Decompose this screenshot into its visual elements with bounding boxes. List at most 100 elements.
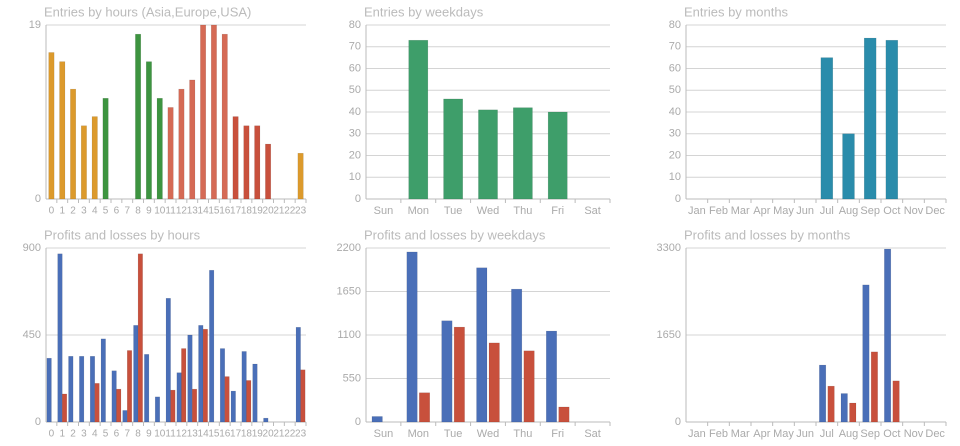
- y-tick-label: 0: [355, 416, 361, 428]
- bar: [842, 133, 855, 200]
- x-tick-label: 2: [70, 206, 76, 217]
- x-tick-label: Tue: [444, 205, 463, 217]
- x-tick-label: 2: [70, 429, 76, 440]
- x-tick-label: Mon: [408, 428, 429, 440]
- bar: [210, 24, 217, 200]
- bar: [513, 107, 533, 200]
- x-tick-label: Fri: [551, 428, 564, 440]
- y-tick-label: 50: [349, 84, 361, 96]
- x-tick-label: 10: [154, 429, 166, 440]
- x-tick-label: Tue: [444, 428, 463, 440]
- bar: [70, 88, 77, 200]
- y-tick-label: 0: [35, 193, 41, 205]
- x-tick-label: Aug: [839, 205, 859, 217]
- x-tick-label: 5: [103, 206, 109, 217]
- x-tick-label: 23: [295, 206, 307, 217]
- y-tick-label: 30: [669, 128, 681, 140]
- bar: [232, 116, 239, 200]
- bar: [295, 327, 301, 423]
- x-tick-label: Feb: [709, 428, 728, 440]
- bar: [127, 350, 133, 423]
- bar: [246, 380, 252, 423]
- x-tick-label: 4: [92, 206, 98, 217]
- y-tick-label: 0: [355, 193, 361, 205]
- bar: [252, 363, 258, 423]
- bar: [133, 325, 139, 423]
- x-tick-label: 3: [81, 206, 87, 217]
- bar: [154, 396, 160, 423]
- x-tick-label: 16: [219, 429, 231, 440]
- x-tick-label: 5: [103, 429, 109, 440]
- bar: [198, 325, 204, 423]
- y-tick-label: 80: [669, 19, 681, 31]
- bar: [819, 364, 827, 423]
- y-tick-label: 40: [349, 106, 361, 118]
- bar: [230, 390, 236, 423]
- chart-title: Profits and losses by months: [684, 227, 851, 242]
- x-tick-label: 7: [124, 206, 130, 217]
- y-tick-label: 0: [675, 416, 681, 428]
- x-tick-label: 17: [230, 206, 242, 217]
- x-tick-label: 6: [114, 429, 120, 440]
- y-tick-label: 0: [35, 416, 41, 428]
- x-tick-label: 11: [165, 429, 176, 440]
- x-tick-label: Nov: [904, 428, 924, 440]
- bar: [476, 267, 488, 423]
- y-tick-label: 1100: [337, 329, 361, 341]
- x-tick-label: 18: [241, 206, 253, 217]
- bar: [862, 284, 870, 423]
- x-tick-label: 19: [252, 206, 264, 217]
- x-tick-label: 1: [59, 429, 65, 440]
- bar: [885, 39, 899, 200]
- x-tick-label: Mar: [731, 205, 750, 217]
- bar: [265, 143, 272, 200]
- bar: [523, 350, 535, 423]
- bar: [187, 334, 193, 423]
- bar: [176, 372, 182, 423]
- x-tick-label: Oct: [883, 205, 900, 217]
- bar: [170, 389, 176, 423]
- bar: [441, 320, 453, 423]
- bar: [80, 125, 87, 200]
- bar: [547, 111, 568, 200]
- x-tick-label: 9: [146, 429, 152, 440]
- x-tick-label: 11: [165, 206, 176, 217]
- bar: [111, 370, 117, 423]
- y-tick-label: 80: [349, 19, 361, 31]
- x-tick-label: Nov: [904, 205, 924, 217]
- y-tick-label: 3300: [657, 242, 681, 254]
- bar: [48, 52, 55, 200]
- bar: [122, 410, 128, 423]
- y-tick-label: 19: [29, 19, 41, 31]
- x-tick-label: Mar: [731, 428, 750, 440]
- bar: [165, 298, 171, 423]
- x-tick-label: 8: [135, 206, 141, 217]
- bar: [297, 152, 304, 200]
- x-tick-label: 19: [252, 429, 264, 440]
- x-tick-label: 15: [208, 429, 220, 440]
- x-tick-label: May: [773, 428, 794, 440]
- bar: [116, 388, 122, 423]
- bar: [224, 376, 230, 423]
- bar: [453, 326, 465, 423]
- x-tick-label: Sep: [860, 205, 880, 217]
- x-tick-label: 22: [284, 429, 296, 440]
- x-tick-label: Mon: [408, 205, 429, 217]
- x-tick-label: May: [773, 205, 794, 217]
- bar: [820, 57, 834, 200]
- y-tick-label: 70: [669, 41, 681, 53]
- bar: [94, 383, 100, 423]
- x-tick-label: 10: [154, 206, 166, 217]
- x-tick-label: Wed: [477, 205, 499, 217]
- bar: [443, 98, 463, 200]
- x-tick-label: Sun: [374, 428, 394, 440]
- y-tick-label: 40: [669, 106, 681, 118]
- bar: [59, 61, 66, 200]
- bar: [91, 116, 98, 200]
- y-tick-label: 1650: [657, 329, 681, 341]
- x-tick-label: 21: [273, 206, 285, 217]
- y-tick-label: 0: [675, 193, 681, 205]
- x-tick-label: 22: [284, 206, 296, 217]
- x-tick-label: 0: [49, 429, 55, 440]
